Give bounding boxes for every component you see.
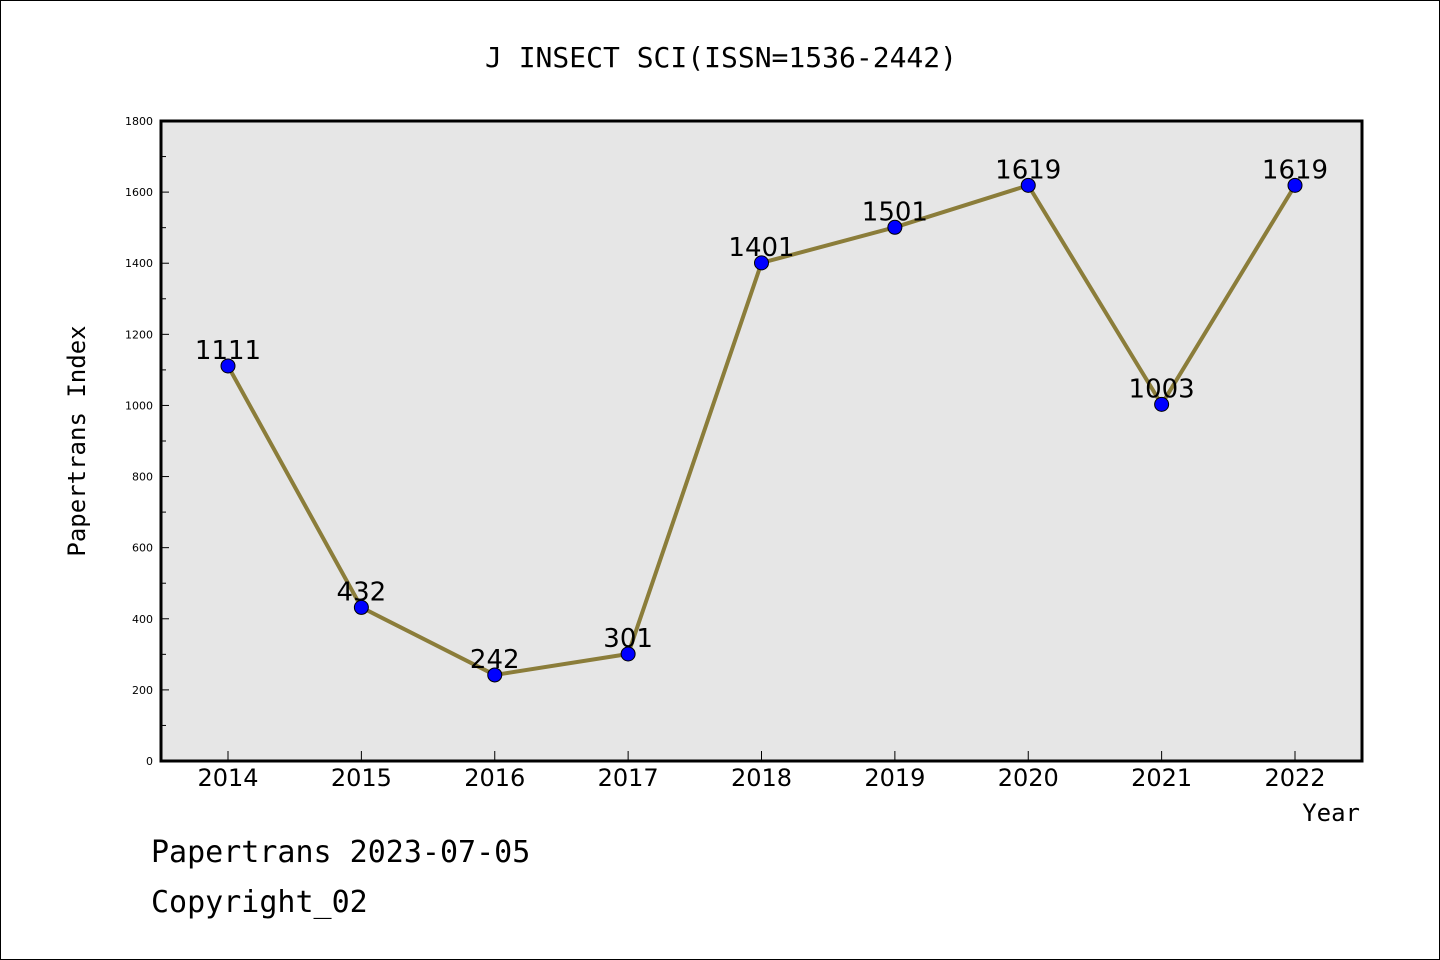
y-tick-label: 1200 — [125, 328, 153, 341]
data-label: 1619 — [1262, 155, 1328, 185]
data-point — [487, 667, 503, 683]
x-tick-label: 2014 — [197, 764, 258, 792]
data-point — [1020, 177, 1036, 193]
x-tick-label: 2019 — [864, 764, 925, 792]
series-papertrans-index — [220, 177, 1303, 683]
x-tick-label: 2016 — [464, 764, 525, 792]
data-label: 242 — [470, 645, 520, 675]
x-tick-label: 2020 — [998, 764, 1059, 792]
y-tick-label: 1400 — [125, 257, 153, 270]
x-tick-label: 2017 — [598, 764, 659, 792]
y-tick-label: 1600 — [125, 186, 153, 199]
data-point — [754, 255, 769, 271]
y-tick-label: 1800 — [125, 115, 153, 128]
y-tick-label: 800 — [132, 471, 153, 484]
data-label: 1111 — [195, 336, 261, 366]
data-label: 1401 — [728, 233, 794, 263]
data-label: 432 — [337, 577, 387, 607]
data-point — [887, 219, 903, 235]
data-point — [620, 646, 636, 662]
y-tick-label: 1000 — [125, 399, 153, 412]
y-tick-label: 200 — [132, 684, 153, 697]
data-point — [1154, 396, 1170, 412]
data-label: 301 — [603, 624, 653, 654]
chart-title: J INSECT SCI(ISSN=1536-2442) — [485, 41, 957, 74]
y-tick-label: 400 — [132, 613, 153, 626]
data-label: 1501 — [862, 197, 928, 227]
plot-area — [161, 121, 1362, 761]
data-point — [220, 358, 236, 374]
x-tick-label: 2021 — [1131, 764, 1192, 792]
data-label: 1003 — [1129, 374, 1195, 404]
y-axis-label: Papertrans Index — [63, 325, 91, 556]
footer-date-line: Papertrans 2023-07-05 — [151, 835, 531, 870]
data-labels: 1111 432 242 301 1401 1501 1619 1003 1619 — [195, 155, 1328, 675]
data-point — [353, 599, 369, 615]
data-label: 1619 — [995, 155, 1061, 185]
footer-copyright: Copyright_02 — [151, 885, 368, 920]
x-tick-label: 2018 — [731, 764, 792, 792]
x-tick-label: 2015 — [331, 764, 392, 792]
y-tick-label: 0 — [146, 755, 153, 768]
plot-frame — [159, 119, 1364, 763]
y-tick-label: 600 — [132, 542, 153, 555]
x-axis-label: Year — [1302, 799, 1360, 827]
data-point — [1287, 177, 1303, 193]
x-tick-label: 2022 — [1264, 764, 1325, 792]
x-axis: 2014 2015 2016 2017 2018 2019 2020 2021 2022 — [197, 751, 1326, 792]
